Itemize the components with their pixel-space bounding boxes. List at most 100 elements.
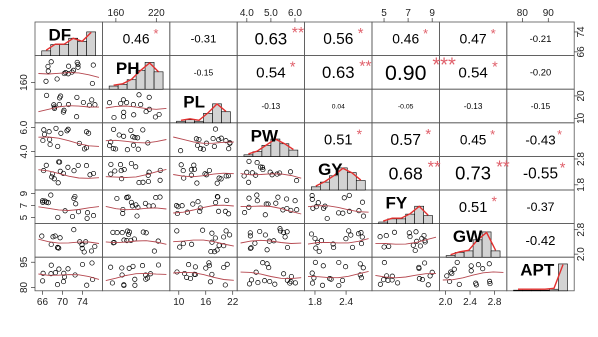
smoother-line-4-0 [38, 169, 100, 179]
histogram-bar-GW-2 [463, 250, 474, 258]
correlation-value-0-3: 0.63 [255, 30, 287, 49]
scatter-point-1-0-8 [75, 61, 81, 67]
scatter-point-5-1-6 [128, 199, 134, 205]
significance-stars-3-5: * [425, 127, 431, 143]
scatter-point-1-0-5 [54, 76, 60, 82]
tick-label-bottom-2-0: 10 [173, 297, 185, 308]
tick-label-left-7-1: 95 [19, 256, 30, 268]
scatter-point-1-0-1 [45, 63, 51, 69]
scatter-point-5-1-1 [157, 194, 163, 200]
scatter-point-3-0-13 [58, 130, 64, 136]
histogram-bar-FY-0 [378, 221, 389, 224]
scatter-point-7-3-10 [260, 260, 266, 266]
scatter-point-4-2-11 [202, 171, 208, 177]
scatter-point-7-0-0 [60, 279, 67, 285]
scatter-point-5-4-15 [360, 213, 367, 219]
scatter-point-6-5-5 [391, 229, 398, 235]
scatter-point-7-0-3 [48, 271, 54, 277]
histogram-bar-APT-2 [531, 289, 541, 292]
tick-label-right-0-0: 66 [576, 46, 587, 58]
scatter-point-4-0-9 [83, 163, 90, 169]
correlation-value-0-6: 0.47 [459, 31, 486, 47]
histogram-bar-PL-1 [185, 119, 195, 124]
scatter-point-3-2-15 [227, 140, 233, 146]
scatter-point-7-5-6 [381, 260, 387, 266]
scatter-point-7-5-14 [416, 264, 422, 270]
scatter-point-3-2-12 [197, 146, 204, 152]
scatter-point-7-2-3 [192, 264, 198, 270]
significance-stars-0-5: * [423, 26, 428, 41]
histogram-bar-FY-2 [396, 218, 407, 224]
scatter-point-6-1-15 [155, 238, 161, 244]
scatter-point-7-1-3 [119, 265, 125, 271]
scatter-point-5-1-11 [120, 210, 126, 216]
scatter-point-5-2-5 [173, 203, 180, 209]
scatter-point-2-0-0 [92, 102, 98, 108]
scatter-point-6-0-8 [50, 234, 56, 240]
tick-label-bottom-0-2: 74 [77, 297, 89, 308]
scatter-point-5-1-15 [133, 202, 139, 208]
scatter-point-5-4-12 [315, 200, 321, 206]
scatter-point-2-1-0 [130, 102, 136, 108]
smoother-line-6-3 [240, 239, 302, 244]
smoother-line-1-0 [38, 72, 100, 78]
scatter-point-4-1-5 [145, 178, 151, 185]
tick-label-right-2-0: 10 [576, 112, 587, 124]
scatter-point-7-6-9 [456, 281, 462, 287]
scatter-point-7-5-8 [416, 276, 422, 282]
scatter-point-6-2-13 [177, 244, 183, 250]
scatter-point-4-3-0 [287, 169, 294, 175]
scatter-point-4-0-7 [55, 180, 61, 186]
scatter-point-7-0-4 [61, 270, 67, 276]
scatter-point-6-0-11 [55, 245, 61, 251]
correlation-value-3-6: 0.45 [460, 132, 487, 147]
tick-label-top-3-2: 6.0 [288, 8, 302, 19]
scatter-point-3-0-6 [83, 129, 90, 135]
scatter-point-6-1-13 [128, 237, 134, 243]
scatter-point-4-0-14 [60, 170, 66, 176]
smoother-line-4-3 [240, 173, 302, 179]
scatter-point-6-2-5 [209, 239, 215, 245]
histogram-bar-APT-4 [549, 288, 559, 292]
scatter-point-7-4-13 [319, 282, 326, 288]
scatter-point-4-2-7 [191, 166, 198, 172]
scatter-point-7-3-13 [272, 281, 278, 287]
tick-label-top-3-1: 5.0 [264, 8, 278, 19]
scatter-point-3-2-7 [218, 135, 224, 141]
scatter-point-5-3-14 [242, 210, 248, 216]
scatter-point-3-1-14 [135, 135, 141, 141]
scatter-point-6-3-14 [247, 230, 253, 236]
smoother-line-3-0 [38, 136, 100, 147]
correlation-value-5-7: -0.37 [527, 200, 555, 214]
histogram-bar-APT-5 [558, 263, 568, 292]
smoother-line-6-2 [173, 239, 234, 247]
scatter-point-4-3-14 [267, 169, 273, 175]
scatter-point-5-4-10 [356, 208, 362, 214]
tick-label-left-7-0: 80 [19, 281, 30, 293]
scatter-point-5-4-0 [309, 196, 315, 202]
scatter-point-2-0-6 [86, 102, 92, 108]
scatter-point-5-0-12 [75, 209, 82, 215]
scatter-point-5-4-4 [341, 195, 347, 201]
scatter-point-6-1-12 [151, 248, 157, 254]
panel-6-3 [236, 223, 305, 258]
scatter-point-6-4-12 [349, 244, 356, 250]
tick-label-left-5-0: 5 [19, 214, 30, 220]
scatter-point-5-3-6 [246, 204, 252, 210]
scatter-point-5-4-9 [359, 199, 366, 205]
scatter-point-6-5-12 [406, 230, 412, 236]
histogram-bar-DF-0 [41, 50, 52, 56]
scatter-point-5-2-13 [224, 197, 230, 203]
scatter-point-2-0-4 [58, 93, 64, 99]
correlation-value-2-6: -0.13 [464, 102, 483, 111]
scatter-point-6-4-6 [312, 235, 318, 242]
correlation-value-3-7: -0.43 [525, 132, 555, 147]
scatter-point-7-3-11 [255, 280, 261, 286]
scatter-point-5-0-15 [42, 198, 48, 204]
scatter-point-2-0-11 [44, 92, 50, 98]
smoother-line-7-6 [442, 271, 504, 281]
scatter-point-7-2-12 [207, 279, 213, 285]
scatter-point-3-1-13 [135, 146, 141, 152]
tick-label-bottom-6-1: 2.4 [463, 297, 477, 308]
